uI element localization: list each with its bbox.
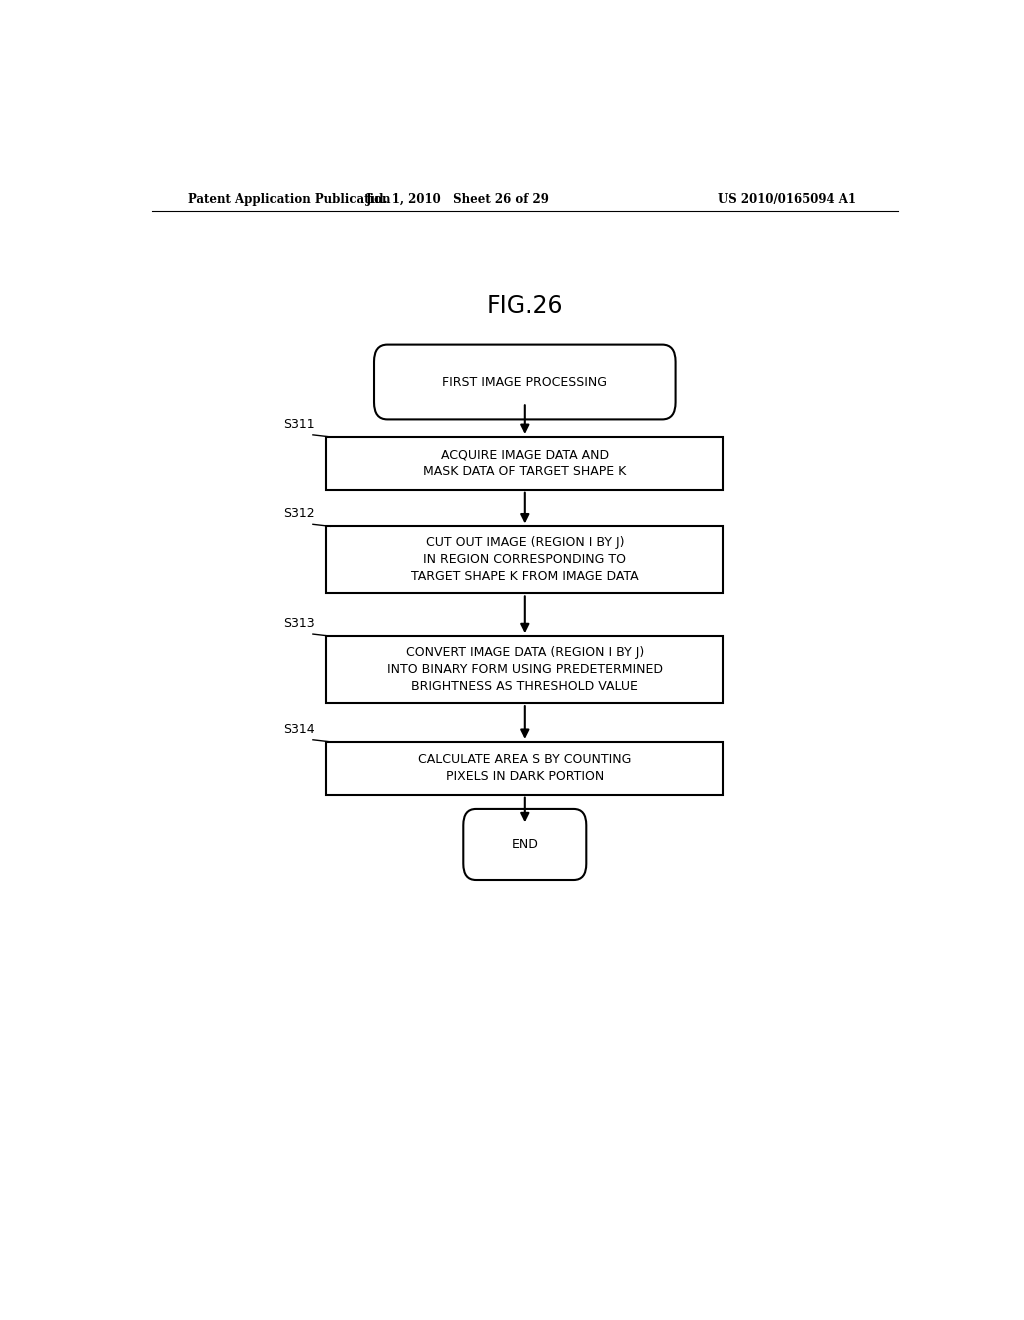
Text: S312: S312 (283, 507, 314, 520)
Bar (327, 742, 723, 795)
Text: CALCULATE AREA S BY COUNTING
PIXELS IN DARK PORTION: CALCULATE AREA S BY COUNTING PIXELS IN D… (418, 754, 632, 783)
Bar (327, 636, 723, 704)
Text: S313: S313 (283, 616, 314, 630)
Text: CONVERT IMAGE DATA (REGION I BY J)
INTO BINARY FORM USING PREDETERMINED
BRIGHTNE: CONVERT IMAGE DATA (REGION I BY J) INTO … (387, 647, 663, 693)
Text: US 2010/0165094 A1: US 2010/0165094 A1 (718, 193, 856, 206)
Bar (327, 437, 723, 490)
Text: Jul. 1, 2010   Sheet 26 of 29: Jul. 1, 2010 Sheet 26 of 29 (366, 193, 549, 206)
Text: ACQUIRE IMAGE DATA AND
MASK DATA OF TARGET SHAPE K: ACQUIRE IMAGE DATA AND MASK DATA OF TARG… (423, 449, 627, 478)
Text: END: END (511, 838, 539, 851)
Text: FIRST IMAGE PROCESSING: FIRST IMAGE PROCESSING (442, 375, 607, 388)
Text: S311: S311 (283, 418, 314, 430)
Text: FIG.26: FIG.26 (486, 294, 563, 318)
FancyBboxPatch shape (374, 345, 676, 420)
Text: CUT OUT IMAGE (REGION I BY J)
IN REGION CORRESPONDING TO
TARGET SHAPE K FROM IMA: CUT OUT IMAGE (REGION I BY J) IN REGION … (411, 536, 639, 583)
FancyBboxPatch shape (463, 809, 587, 880)
Text: Patent Application Publication: Patent Application Publication (187, 193, 390, 206)
Text: S314: S314 (283, 723, 314, 735)
Bar (327, 527, 723, 594)
